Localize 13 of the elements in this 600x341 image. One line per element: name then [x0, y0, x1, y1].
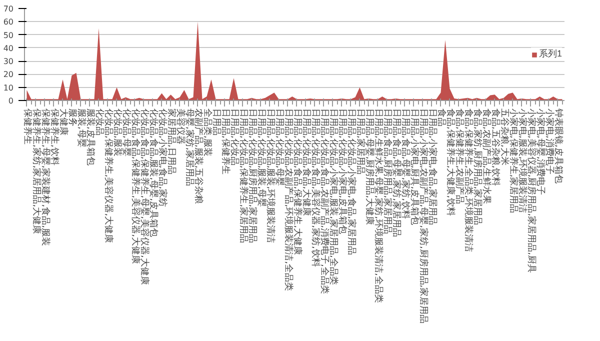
y-tick-label: 0: [8, 96, 14, 106]
y-tick-label: 50: [3, 30, 14, 40]
legend-label: 系列1: [538, 48, 562, 60]
x-tick-label: 保健养生: [22, 108, 33, 144]
y-tick-label: 30: [3, 57, 14, 66]
y-tick-label: 60: [3, 18, 14, 27]
y-tick-label: 40: [3, 44, 14, 53]
y-tick-label: 20: [3, 70, 14, 80]
y-tick-label: 70: [3, 4, 14, 14]
x-tick-label: 服装,母婴: [76, 108, 87, 148]
x-tick-label: 食品: [436, 108, 447, 126]
y-tick-label: 10: [3, 83, 14, 92]
x-tick-label: 服务: [66, 108, 78, 126]
